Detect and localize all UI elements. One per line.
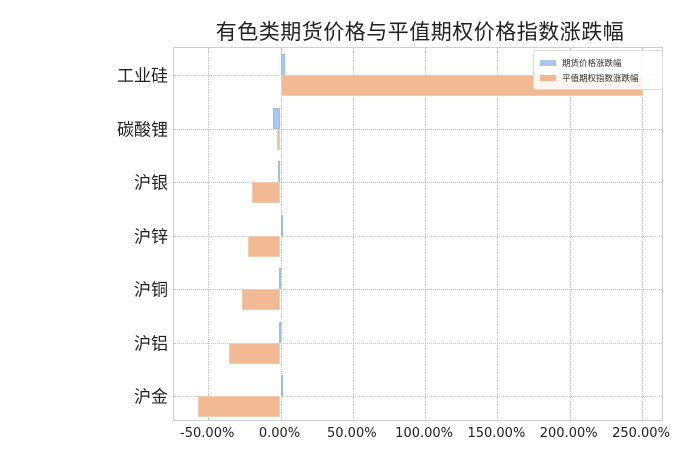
x-tick-label: 200.00% — [539, 426, 598, 441]
y-tick-label: 沪锌 — [134, 227, 168, 247]
x-gridline — [497, 48, 499, 420]
legend-item-futures: 期货价格涨跌幅 — [540, 57, 622, 69]
bar-options — [252, 182, 281, 203]
x-tick-label: 250.00% — [612, 426, 670, 441]
bar-options — [276, 128, 281, 150]
x-gridline — [642, 48, 643, 420]
bar-futures — [279, 268, 282, 289]
legend-swatch-options — [540, 75, 556, 81]
plot-area — [173, 47, 663, 421]
y-tick-label: 沪铝 — [134, 334, 168, 354]
x-tick-label: -50.00% — [180, 426, 235, 441]
bar-futures — [280, 375, 283, 396]
bar-futures — [279, 321, 282, 343]
y-gridline — [174, 289, 662, 290]
y-gridline — [174, 235, 662, 237]
legend-swatch-futures — [540, 60, 556, 66]
y-gridline — [174, 396, 662, 397]
y-tick-label: 工业硅 — [117, 66, 168, 87]
legend-item-options: 平值期权指数涨跌幅 — [540, 72, 639, 84]
bar-futures — [277, 161, 281, 182]
y-gridline — [174, 128, 662, 130]
bar-futures — [280, 54, 285, 75]
bar-futures — [273, 107, 281, 129]
y-tick-label: 沪铜 — [134, 280, 168, 301]
y-tick-label: 沪银 — [134, 173, 168, 194]
x-gridline — [352, 48, 354, 420]
bar-futures — [280, 214, 283, 236]
x-tick-label: 0.00% — [258, 426, 301, 441]
y-gridline — [174, 182, 662, 183]
legend: 期货价格涨跌幅 平值期权指数涨跌幅 — [533, 50, 663, 90]
x-gridline — [208, 48, 210, 420]
y-tick-label: 沪金 — [134, 387, 168, 408]
x-gridline — [425, 48, 427, 420]
chart-title: 有色类期货价格与平值期权价格指数涨跌幅 — [215, 20, 625, 44]
bar-options — [229, 342, 281, 364]
x-tick-label: 150.00% — [467, 426, 526, 441]
bar-options — [198, 396, 281, 417]
x-tick-label: 100.00% — [395, 426, 454, 441]
x-gridline — [569, 48, 571, 420]
bar-options — [242, 289, 281, 310]
y-gridline — [174, 342, 662, 344]
bar-options — [247, 235, 281, 257]
legend-label-futures: 期货价格涨跌幅 — [562, 59, 622, 69]
y-tick-label: 碳酸锂 — [117, 120, 168, 140]
x-tick-label: 50.00% — [327, 426, 377, 441]
legend-label-options: 平值期权指数涨跌幅 — [562, 74, 639, 84]
